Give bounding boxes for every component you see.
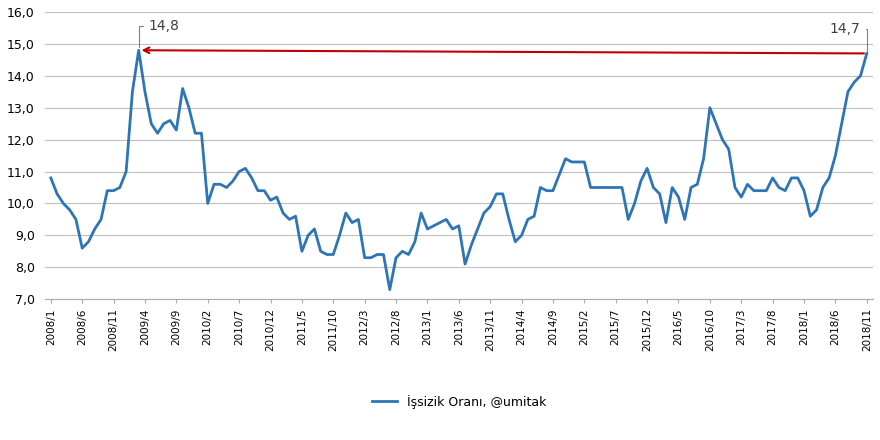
Text: 14,7: 14,7 xyxy=(830,22,867,51)
Text: 14,8: 14,8 xyxy=(139,18,179,48)
Legend: İşsizik Oranı, @umitak: İşsizik Oranı, @umitak xyxy=(367,390,551,414)
